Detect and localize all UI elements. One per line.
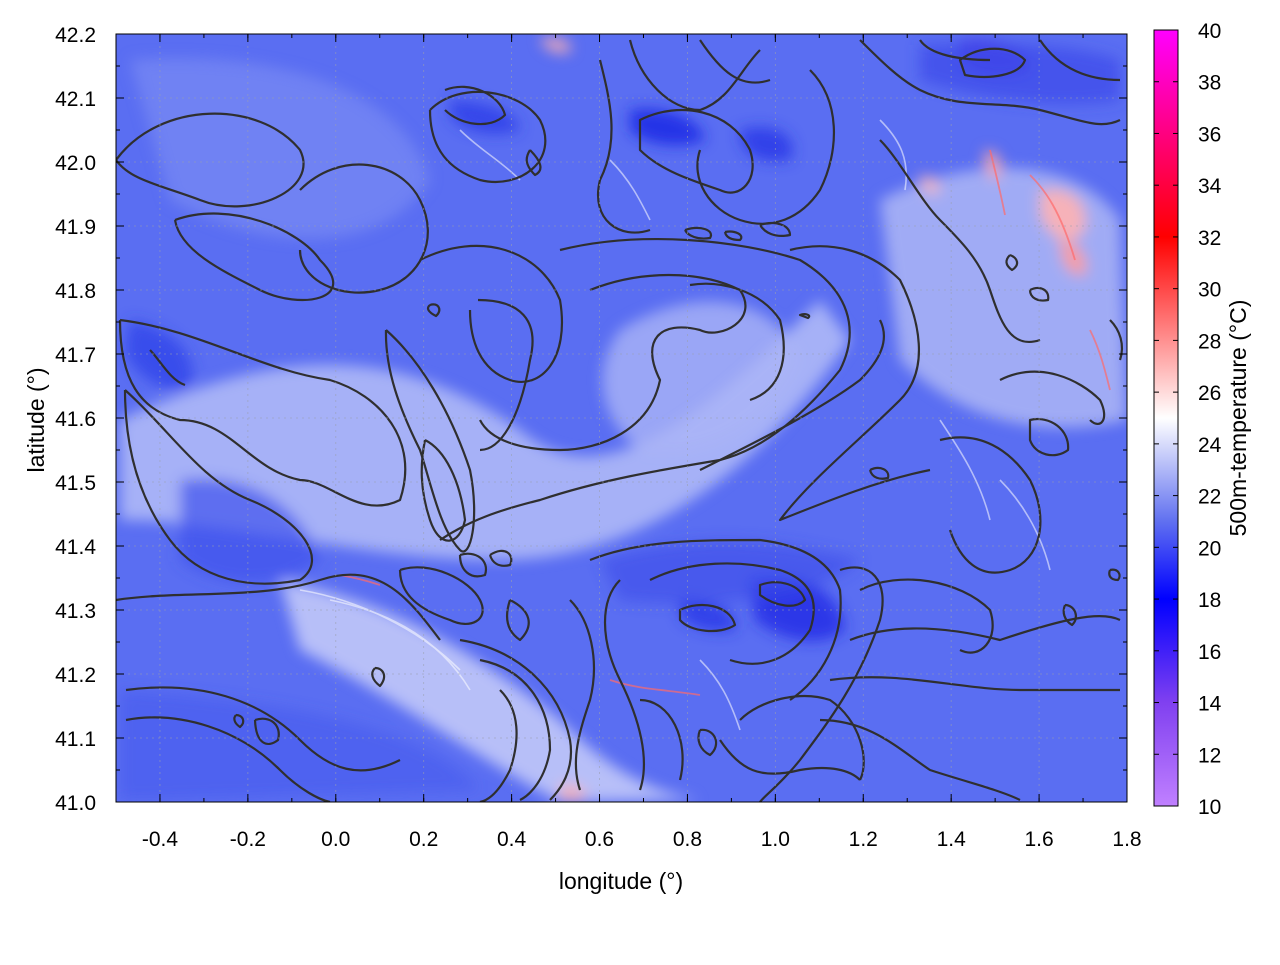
colorbar-tick-label: 16	[1198, 641, 1221, 664]
x-tick-label: 1.8	[1112, 828, 1141, 851]
x-tick-label: 0.0	[321, 828, 350, 851]
colorbar-tick-label: 28	[1198, 330, 1221, 353]
x-axis-label: longitude (°)	[559, 868, 683, 894]
x-tick-label: -0.4	[142, 828, 179, 851]
x-tick-label: -0.2	[230, 828, 266, 851]
grid-lines	[116, 34, 1127, 802]
y-tick-label: 41.2	[55, 664, 96, 687]
colorbar-tick-label: 36	[1198, 123, 1221, 146]
colorbar-tick-label: 22	[1198, 486, 1221, 509]
colorbar-gradient	[1153, 29, 1179, 807]
colorbar-tick-label: 26	[1198, 382, 1221, 405]
y-tick-label: 41.8	[55, 280, 96, 303]
colorbar-tick-label: 20	[1198, 537, 1221, 560]
y-tick-label: 41.0	[55, 792, 96, 815]
y-tick-label: 42.2	[55, 24, 96, 47]
x-tick-label: 0.6	[585, 828, 614, 851]
x-tick-label: 0.8	[673, 828, 702, 851]
colorbar-tick-label: 18	[1198, 589, 1221, 612]
colorbar-tick-label: 40	[1198, 20, 1221, 43]
x-tick-label: 0.2	[409, 828, 438, 851]
y-axis: 41.0 41.1 41.2 41.3 41.4 41.5 41.6 41.7 41.8 41.9…	[55, 24, 1127, 815]
colorbar: 10 12 14 16 18 20 22 24 26 28 30 32 34 36 38 40 500m-te…	[1153, 20, 1251, 819]
colorbar-tick-label: 10	[1198, 796, 1221, 819]
y-tick-label: 41.3	[55, 600, 96, 623]
contour-lines	[116, 39, 1124, 802]
x-tick-label: 1.6	[1024, 828, 1053, 851]
y-tick-label: 42.1	[55, 88, 96, 111]
x-axis: -0.4 -0.2 0.0 0.2 0.4 0.6 0.8 1.0 1.2 1.4 1.6 1.8	[115, 34, 1142, 851]
y-tick-label: 42.0	[55, 152, 96, 175]
y-tick-label: 41.5	[55, 472, 96, 495]
colorbar-tick-label: 34	[1198, 175, 1222, 198]
colorbar-tick-label: 30	[1198, 279, 1221, 302]
x-tick-label: 1.4	[937, 828, 967, 851]
colorbar-tick-label: 38	[1198, 72, 1221, 95]
y-tick-label: 41.1	[55, 728, 96, 751]
y-tick-label: 41.4	[55, 536, 96, 559]
colorbar-tick-label: 24	[1198, 434, 1222, 457]
x-tick-label: 1.2	[849, 828, 878, 851]
y-axis-label: latitude (°)	[23, 367, 49, 472]
y-tick-label: 41.7	[55, 344, 96, 367]
colorbar-tick-label: 14	[1198, 693, 1222, 716]
y-tick-label: 41.9	[55, 216, 96, 239]
y-tick-label: 41.6	[55, 408, 96, 431]
x-tick-label: 1.0	[761, 828, 790, 851]
colorbar-label: 500m-temperature (°C)	[1225, 300, 1251, 537]
x-tick-label: 0.4	[497, 828, 527, 851]
colorbar-tick-label: 32	[1198, 227, 1221, 250]
colorbar-tick-label: 12	[1198, 744, 1221, 767]
colorbar-ticks: 10 12 14 16 18 20 22 24 26 28 30 32 34 36 38 40	[1154, 20, 1222, 819]
